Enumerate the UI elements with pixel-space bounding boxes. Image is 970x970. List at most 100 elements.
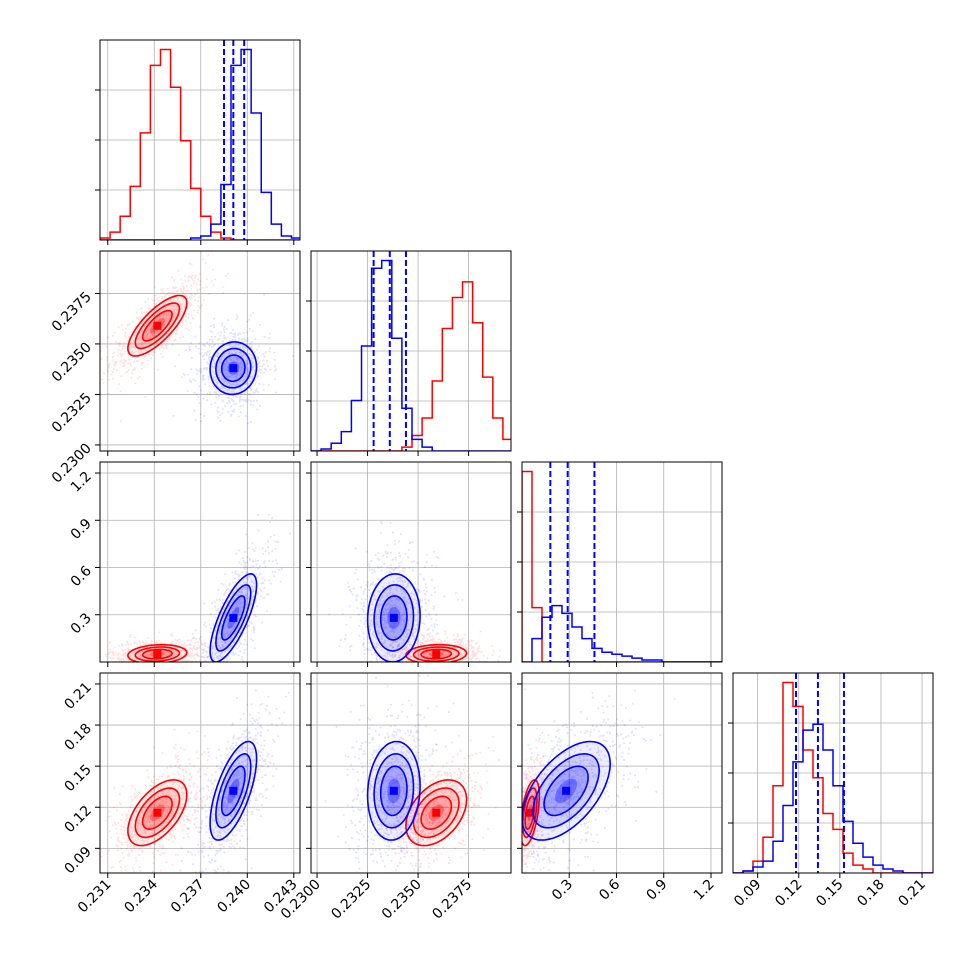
contour-line-0 xyxy=(141,648,173,660)
y-tick-label: 0.3 xyxy=(68,610,95,637)
contour-line-0 xyxy=(141,309,173,342)
density-peak-1 xyxy=(389,613,398,622)
histogram-series-1 xyxy=(311,259,511,451)
histogram-series-0 xyxy=(311,281,511,451)
contour-line-1 xyxy=(215,584,252,652)
histogram-panel xyxy=(517,461,723,667)
contour-line-0 xyxy=(134,787,181,839)
panel-frame xyxy=(99,250,301,452)
x-tick-label: 0.09 xyxy=(731,877,764,910)
histogram-series-0 xyxy=(100,48,300,240)
y-tick-label: 0.15 xyxy=(61,762,94,795)
density-peak-0 xyxy=(432,650,441,659)
y-tick-label: 0.6 xyxy=(68,563,95,590)
x-tick-label: 0.2375 xyxy=(429,877,475,923)
panel-frame xyxy=(99,461,301,663)
x-tick-label: 0.15 xyxy=(813,877,846,910)
contour-line-1 xyxy=(532,752,601,829)
scatter-panel: 0.3 0.6 0.9 1.2 xyxy=(517,672,723,904)
x-tick-label: 0.12 xyxy=(772,877,805,910)
x-tick-label: 1.2 xyxy=(691,877,718,904)
panel-content xyxy=(100,251,300,451)
x-tick-label: 0.3 xyxy=(549,877,576,904)
histogram-panel xyxy=(306,250,512,456)
density-peak-1 xyxy=(229,613,238,622)
contour-line-0 xyxy=(524,795,536,831)
histogram-series-1 xyxy=(522,604,722,662)
x-tick-label: 0.2325 xyxy=(328,877,374,923)
scatter-panel xyxy=(306,461,512,667)
contour-line-1 xyxy=(220,765,246,817)
histogram-panel xyxy=(95,39,301,245)
contour-line-0 xyxy=(420,648,453,660)
density-peak-1 xyxy=(389,786,398,795)
contour-line-0 xyxy=(405,779,468,847)
contour-line-1 xyxy=(220,354,246,383)
panel-content xyxy=(522,673,722,873)
contour-line-0 xyxy=(141,795,173,831)
contour-line-0 xyxy=(127,779,188,847)
histogram-series-0 xyxy=(522,470,722,662)
panel-content xyxy=(100,462,300,662)
x-tick-label: 0.231 xyxy=(75,877,115,917)
contour-line-1 xyxy=(366,573,421,662)
contour-line-1 xyxy=(522,740,612,841)
histogram-series-0 xyxy=(733,681,933,873)
y-tick-label: 0.18 xyxy=(61,721,94,754)
x-tick-label: 0.234 xyxy=(121,876,161,916)
y-tick-label: 0.21 xyxy=(61,679,94,712)
x-tick-label: 0.21 xyxy=(896,877,929,910)
scatter-points-0 xyxy=(100,253,230,423)
contour-line-1 xyxy=(220,595,246,641)
density-peak-0 xyxy=(153,808,162,817)
contour-line-1 xyxy=(215,752,252,829)
panel-frame xyxy=(310,461,512,663)
x-tick-label: 0.9 xyxy=(644,877,671,904)
x-tick-label: 0.2350 xyxy=(379,877,425,923)
contour-line-1 xyxy=(543,765,589,817)
density-peak-1 xyxy=(229,364,238,373)
contour-line-1 xyxy=(379,765,408,817)
density-peak-0 xyxy=(153,650,162,659)
density-peak-0 xyxy=(525,808,534,817)
panel-content xyxy=(733,673,933,873)
contour-line-0 xyxy=(134,646,181,662)
panel-frame xyxy=(310,672,512,874)
x-tick-label: 0.6 xyxy=(596,876,623,903)
y-tick-label: 0.9 xyxy=(68,516,95,543)
density-peak-0 xyxy=(153,321,162,330)
scatter-panel: 0.231 0.234 0.237 0.240 0.2430.090.120.150.1… xyxy=(61,672,301,917)
contour-line-1 xyxy=(215,347,252,389)
contour-line-1 xyxy=(373,752,415,829)
panel-content xyxy=(311,251,511,451)
contour-line-0 xyxy=(412,787,460,839)
x-tick-label: 0.18 xyxy=(854,877,887,910)
panel-frame xyxy=(99,672,301,874)
x-tick-label: 0.240 xyxy=(214,877,254,917)
contour-line-0 xyxy=(412,646,460,662)
contour-line-0 xyxy=(127,294,188,357)
panel-content xyxy=(311,673,511,873)
contour-line-1 xyxy=(209,740,258,841)
scatter-points-1 xyxy=(522,688,676,873)
histogram-series-1 xyxy=(100,48,300,240)
histogram-series-1 xyxy=(733,723,933,873)
scatter-panel: 0.30.60.91.2 xyxy=(68,461,301,667)
contour-line-0 xyxy=(420,795,453,831)
panel-content xyxy=(522,462,722,662)
density-peak-1 xyxy=(562,786,571,795)
panel-content xyxy=(100,40,300,240)
contour-line-1 xyxy=(209,341,258,396)
contour-line-1 xyxy=(379,595,408,641)
y-tick-label: 0.2325 xyxy=(49,390,95,436)
density-peak-1 xyxy=(229,786,238,795)
contour-line-1 xyxy=(366,740,421,841)
contour-line-1 xyxy=(209,572,258,662)
y-tick-label: 0.2375 xyxy=(49,289,95,335)
x-tick-label: 0.237 xyxy=(168,877,208,917)
y-tick-label: 0.09 xyxy=(61,844,94,877)
panel-content xyxy=(100,673,300,873)
